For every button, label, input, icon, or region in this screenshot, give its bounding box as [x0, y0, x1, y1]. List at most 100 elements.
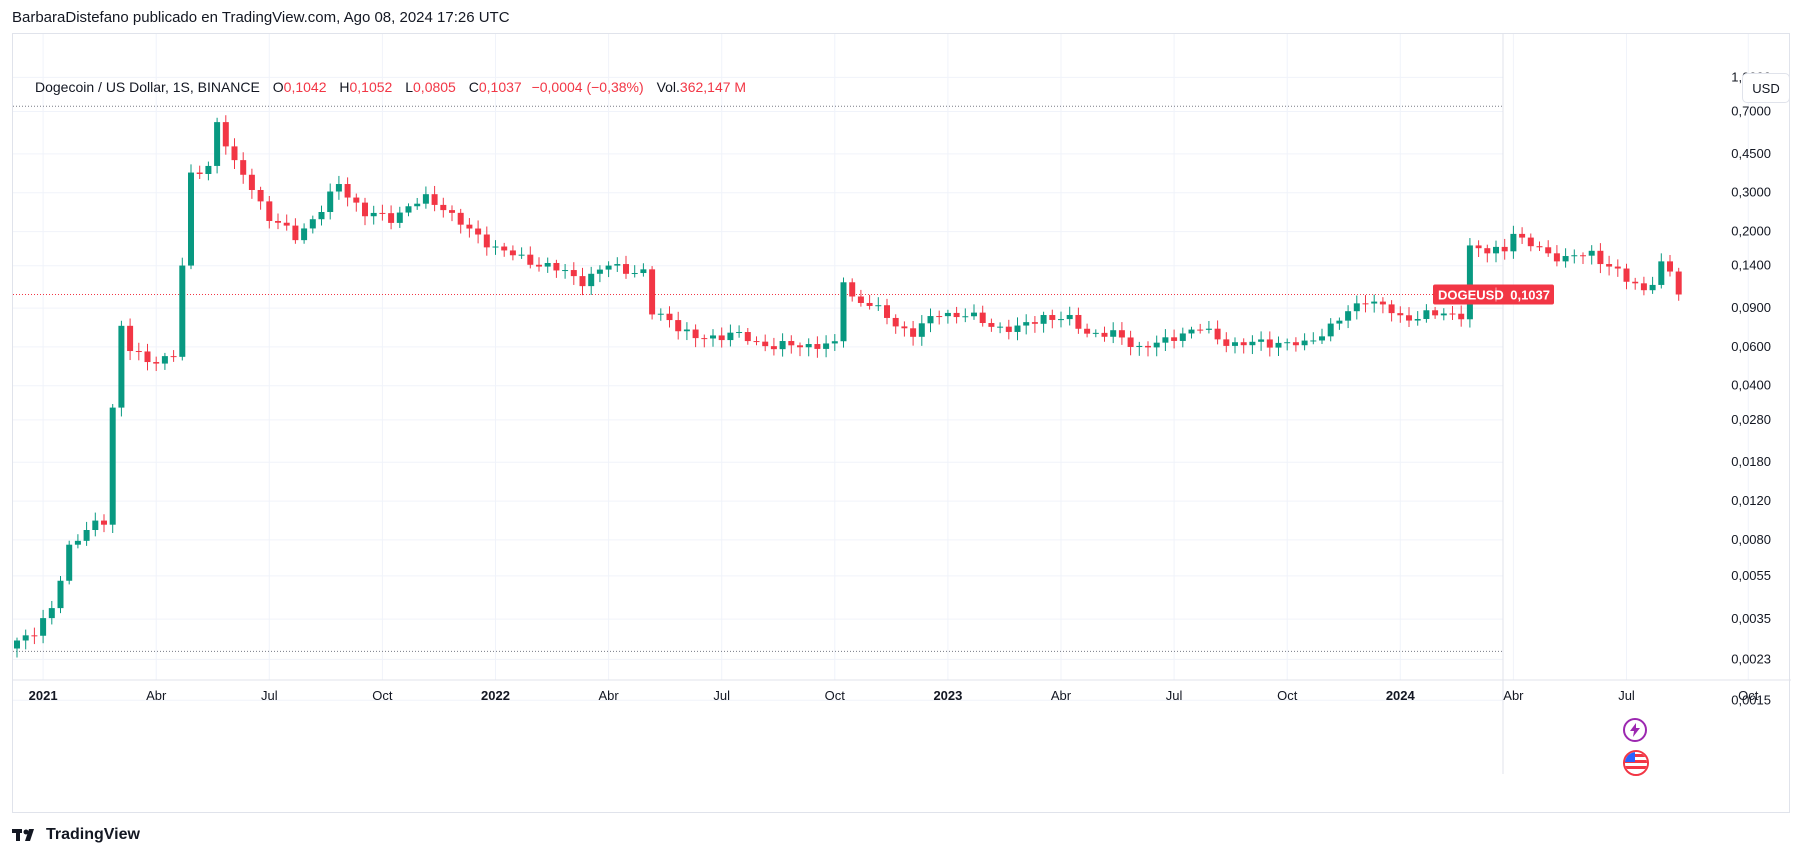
candle-body [736, 332, 743, 334]
candle-body [1223, 339, 1230, 346]
y-tick-label: 0,0035 [1731, 611, 1771, 626]
currency-button[interactable]: USD [1742, 73, 1790, 103]
price-chart[interactable]: 1,00000,70000,45000,30000,20000,14000,09… [13, 34, 1791, 814]
candle-body [483, 234, 490, 248]
candle-body [501, 246, 508, 251]
y-tick-label: 0,0400 [1731, 378, 1771, 393]
x-tick-label: Abr [598, 688, 619, 703]
candle-body [379, 212, 386, 214]
candle-body [1179, 333, 1186, 341]
candle-body [814, 344, 821, 349]
candle-body [875, 305, 882, 307]
candle-body [1545, 247, 1552, 254]
candle-body [1397, 313, 1404, 316]
candle-body [1066, 314, 1073, 320]
time-axis[interactable]: 2021 Abr Jul Oct 2022 Abr Jul Oct 2023 Abr Jul Oct 2… [29, 688, 1759, 703]
candle-body [1162, 337, 1169, 343]
candle-body [1153, 342, 1160, 348]
candle-body [805, 344, 812, 348]
candle-body [275, 220, 281, 223]
candle-body [1414, 318, 1421, 321]
candle-body [161, 356, 168, 364]
candle-body [466, 224, 473, 229]
candle-body [788, 341, 795, 346]
candle-body [1675, 271, 1682, 295]
x-tick-label: Oct [372, 688, 393, 703]
candle-body [988, 323, 995, 327]
candle-body [205, 165, 212, 174]
candle-body [1475, 245, 1482, 249]
candle-body [753, 341, 760, 343]
candle-body [1623, 268, 1630, 282]
grid-lines [13, 34, 1791, 774]
candle-body [170, 356, 177, 358]
legend-symbol[interactable]: Dogecoin / US Dollar, 1S, BINANCE [35, 79, 260, 95]
candle-body [1240, 342, 1247, 346]
footer-brand[interactable]: TradingView [12, 826, 140, 844]
price-tag-value: 0,1037 [1510, 287, 1550, 302]
legend-open-value: 0,1042 [283, 79, 327, 95]
candle-body [979, 312, 986, 324]
legend-low-value: 0,0805 [413, 79, 456, 95]
candle-body [831, 341, 838, 344]
candle-body [1058, 319, 1064, 321]
y-tick-label: 0,3000 [1731, 185, 1771, 200]
x-tick-label: 2023 [933, 688, 962, 703]
candle-body [884, 305, 890, 318]
legend-low-label: L [405, 79, 414, 95]
candle-body [675, 320, 682, 332]
candle-body [40, 618, 47, 636]
candle-body [944, 312, 951, 317]
candle-body [1423, 310, 1430, 319]
candle-body [475, 228, 482, 235]
y-tick-label: 0,0600 [1731, 339, 1771, 354]
candle-body [74, 540, 81, 545]
candle-body [1371, 301, 1378, 304]
candle-body [309, 219, 316, 229]
candle-body [588, 273, 595, 287]
candle-body [518, 254, 525, 256]
candle-body [1353, 303, 1360, 312]
candle-body [414, 203, 421, 207]
y-tick-label: 0,0055 [1731, 568, 1771, 583]
candle-body [1127, 337, 1134, 348]
candle-body [997, 326, 1004, 328]
price-axis[interactable]: 1,00000,70000,45000,30000,20000,14000,09… [1731, 69, 1771, 707]
candle-body [1284, 342, 1291, 344]
candle-body [1214, 328, 1221, 340]
candle-body [1327, 323, 1334, 337]
x-tick-label: Oct [1277, 688, 1298, 703]
candle-body [570, 270, 577, 277]
lightning-icon[interactable] [1623, 718, 1647, 742]
candle-body [1023, 322, 1030, 326]
legend-volume-value: 362,147 M [679, 79, 747, 95]
candle-body [1553, 253, 1560, 262]
x-tick-label: Jul [1618, 688, 1635, 703]
us-flag-icon[interactable] [1623, 750, 1649, 776]
candle-body [153, 362, 160, 364]
candle-body [83, 530, 90, 541]
publication-caption: BarbaraDistefano publicado en TradingVie… [12, 9, 510, 26]
candle-body [14, 640, 20, 649]
candle-body [1562, 256, 1569, 262]
candle-body [744, 332, 751, 342]
reference-lines [13, 105, 1503, 652]
x-tick-label: 2021 [29, 688, 58, 703]
chart-frame[interactable]: 1,00000,70000,45000,30000,20000,14000,09… [12, 33, 1791, 814]
candle-body [683, 329, 690, 332]
candle-body [710, 335, 716, 339]
y-tick-label: 0,4500 [1731, 146, 1771, 161]
y-tick-label: 0,7000 [1731, 104, 1771, 119]
x-tick-label: Abr [1503, 688, 1524, 703]
x-tick-label: Jul [713, 688, 730, 703]
candle-body [1292, 342, 1299, 346]
candle-body [1275, 342, 1282, 348]
candle-body [1588, 250, 1595, 256]
y-tick-label: 0,0180 [1731, 454, 1771, 469]
candle-body [118, 325, 125, 408]
candle-body [614, 264, 621, 266]
candle-body [1136, 345, 1143, 348]
candle-body [1205, 328, 1212, 330]
candle-body [727, 332, 734, 341]
legend-high-value: 0,1052 [349, 79, 393, 95]
